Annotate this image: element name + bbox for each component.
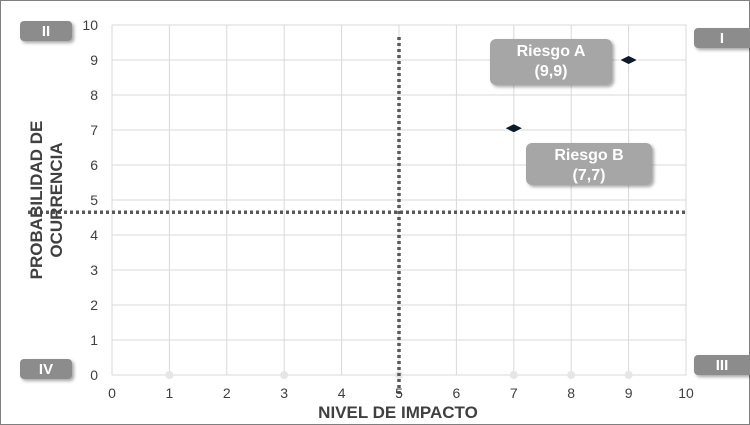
quadrant-badge xyxy=(20,21,72,41)
x-tick-label: 5 xyxy=(395,385,403,401)
y-tick-label: 3 xyxy=(90,262,98,278)
x-tick-label: 7 xyxy=(510,385,518,401)
quadrant-badge xyxy=(694,28,750,48)
x-axis-title: NIVEL DE IMPACTO xyxy=(318,403,478,422)
faint-point xyxy=(165,371,174,379)
x-tick-label: 9 xyxy=(625,385,633,401)
risk-labels: Riesgo A (9,9) Riesgo B (7,7) xyxy=(490,39,652,185)
quadrant-label: II xyxy=(42,23,50,40)
faint-point xyxy=(624,371,633,379)
y-tick-labels: 0 1 2 3 4 5 6 7 8 9 10 xyxy=(82,17,98,383)
y-tick-label: 8 xyxy=(90,87,98,103)
x-tick-label: 4 xyxy=(338,385,346,401)
y-axis-title-line-2: OCURRENCIA xyxy=(47,142,66,257)
risk-label-box xyxy=(526,143,652,185)
risk-label-box xyxy=(490,39,612,85)
faint-point xyxy=(509,371,518,379)
risk-label-text: (9,9) xyxy=(535,63,568,80)
quadrant-label: I xyxy=(720,30,724,47)
y-tick-label: 0 xyxy=(90,367,98,383)
quadrant-label: IV xyxy=(39,361,53,378)
data-points xyxy=(503,55,639,134)
y-tick-label: 9 xyxy=(90,52,98,68)
x-tick-label: 3 xyxy=(280,385,288,401)
faint-point xyxy=(280,371,289,379)
y-tick-label: 7 xyxy=(90,122,98,138)
faint-point xyxy=(567,371,576,379)
x-tick-label: 1 xyxy=(166,385,174,401)
y-axis-title-line-1: PROBABILIDAD DE xyxy=(27,121,46,280)
x-tick-label: 8 xyxy=(567,385,575,401)
quadrant-badge xyxy=(20,359,72,379)
y-tick-label: 6 xyxy=(90,157,98,173)
x-tick-label: 6 xyxy=(453,385,461,401)
x-tick-label: 10 xyxy=(678,385,694,401)
faint-points xyxy=(165,371,633,379)
x-tick-labels: 0 1 2 3 4 5 6 7 8 9 10 xyxy=(108,385,694,401)
risk-label-text: Riesgo B xyxy=(554,147,623,164)
y-axis-title: PROBABILIDAD DE OCURRENCIA xyxy=(27,121,66,280)
y-tick-label: 1 xyxy=(90,332,98,348)
risk-label-text: Riesgo A xyxy=(517,43,586,60)
y-tick-label: 2 xyxy=(90,297,98,313)
data-point xyxy=(503,123,524,134)
quadrant-label: III xyxy=(716,357,729,374)
threshold-lines xyxy=(28,37,686,398)
x-tick-label: 0 xyxy=(108,385,116,401)
x-tick-label: 2 xyxy=(223,385,231,401)
y-tick-label: 5 xyxy=(90,192,98,208)
quadrant-badge xyxy=(694,355,750,375)
data-point xyxy=(618,55,639,65)
risk-label-text: (7,7) xyxy=(573,167,606,184)
y-tick-label: 4 xyxy=(90,227,98,243)
y-tick-label: 10 xyxy=(82,17,98,33)
quadrant-labels: II IIV III xyxy=(20,21,750,379)
